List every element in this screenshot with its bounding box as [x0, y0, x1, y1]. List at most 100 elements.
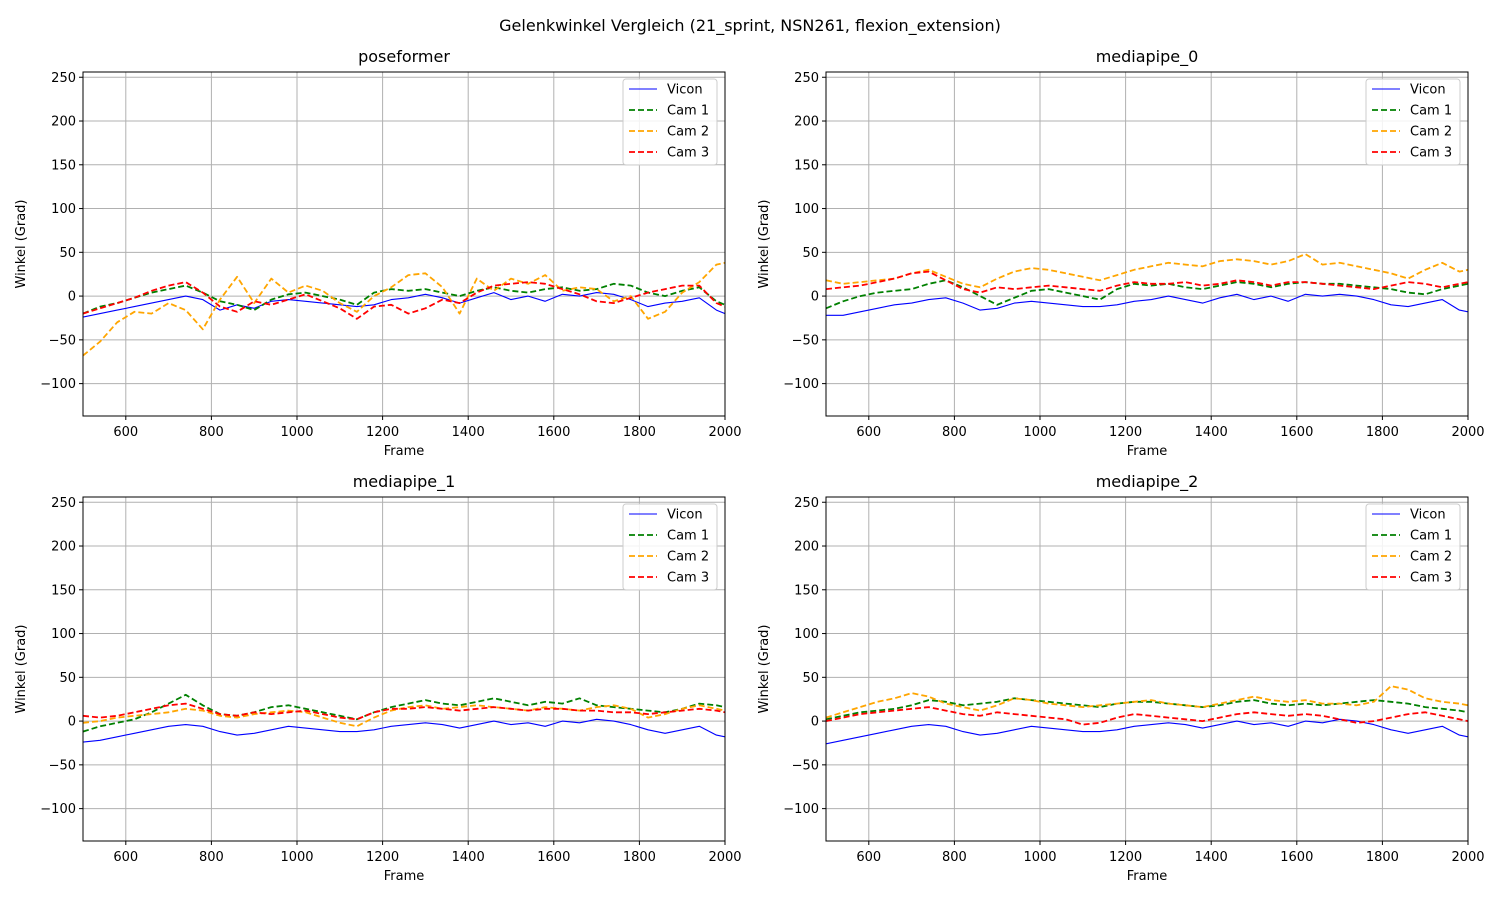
- x-tick-label: 1800: [1366, 850, 1399, 865]
- y-tick-label: 200: [51, 115, 76, 130]
- x-tick-label: 2000: [1451, 425, 1484, 440]
- series-line-cam-3: [83, 281, 725, 320]
- y-tick-label: 100: [51, 627, 76, 642]
- subplot-mediapipe_1: mediapipe_1600 800 1000 1200 1400 1600 1800 200…: [14, 472, 742, 884]
- y-tick-label: 150: [51, 158, 76, 173]
- axes-frame: [82, 496, 726, 842]
- x-tick-label: 1000: [280, 850, 313, 865]
- x-tick-label: 1600: [537, 425, 570, 440]
- y-tick-label: −50: [792, 758, 819, 773]
- y-tick-label: 250: [794, 496, 819, 511]
- y-tick-label: 50: [59, 246, 76, 261]
- x-tick-label: 1600: [1280, 850, 1313, 865]
- y-tick-label: 0: [811, 715, 819, 730]
- series-line-cam-2: [826, 685, 1468, 719]
- y-tick-label: −100: [783, 802, 819, 817]
- y-tick-label: −100: [40, 377, 76, 392]
- y-axis-label: Winkel (Grad): [14, 624, 29, 713]
- series-line-cam-1: [826, 279, 1468, 310]
- legend-entry: Cam 3: [1410, 146, 1452, 161]
- figure-title: Gelenkwinkel Vergleich (21_sprint, NSN26…: [499, 16, 1001, 36]
- legend-entry: Cam 3: [667, 571, 709, 586]
- y-tick-label: −50: [49, 758, 76, 773]
- series-line-cam-2: [826, 253, 1468, 289]
- y-tick-label: 200: [794, 115, 819, 130]
- series-line-cam-1: [83, 282, 725, 315]
- series-line-cam-2: [83, 704, 725, 728]
- y-tick-label: 50: [802, 671, 819, 686]
- y-tick-label: 150: [794, 158, 819, 173]
- series-line-vicon: [826, 293, 1468, 316]
- axes-frame: [825, 71, 1469, 417]
- legend-entry: Cam 2: [667, 550, 709, 565]
- x-tick-label: 800: [199, 425, 224, 440]
- legend-entry: Cam 1: [667, 529, 709, 544]
- x-tick-label: 1000: [1023, 425, 1056, 440]
- y-tick-label: 100: [794, 202, 819, 217]
- y-tick-label: 50: [59, 671, 76, 686]
- legend: Vicon Cam 1 Cam 2 Cam 3: [622, 503, 718, 591]
- y-tick-label: 200: [51, 540, 76, 555]
- x-tick-label: 1200: [1109, 425, 1142, 440]
- x-tick-label: 1400: [452, 850, 485, 865]
- subplot-title: poseformer: [358, 47, 450, 66]
- x-axis-label: Frame: [1127, 444, 1168, 459]
- x-tick-label: 1200: [1109, 850, 1142, 865]
- x-tick-label: 1400: [452, 425, 485, 440]
- series-line-cam-1: [83, 693, 725, 733]
- series-line-cam-1: [826, 697, 1468, 721]
- x-axis-label: Frame: [384, 869, 425, 884]
- legend-box: [1365, 78, 1461, 166]
- legend-box: [622, 503, 718, 591]
- subplot-title: mediapipe_2: [1096, 472, 1199, 492]
- legend-box: [1365, 503, 1461, 591]
- subplot-title: mediapipe_1: [353, 472, 456, 492]
- series-group: [83, 261, 725, 357]
- x-tick-label: 800: [942, 425, 967, 440]
- x-tick-label: 1200: [366, 425, 399, 440]
- subplot-title: mediapipe_0: [1096, 47, 1199, 67]
- legend-entry: Cam 1: [667, 104, 709, 119]
- y-tick-label: 100: [794, 627, 819, 642]
- x-tick-label: 600: [856, 425, 881, 440]
- y-tick-label: 150: [794, 583, 819, 598]
- axes-frame: [825, 496, 1469, 842]
- x-tick-label: 1800: [623, 850, 656, 865]
- legend-entry: Cam 2: [667, 125, 709, 140]
- x-tick-label: 600: [856, 850, 881, 865]
- x-tick-label: 600: [113, 425, 138, 440]
- legend-entry: Vicon: [1410, 508, 1446, 523]
- legend-entry: Vicon: [667, 83, 703, 98]
- x-tick-label: 1600: [1280, 425, 1313, 440]
- x-tick-label: 1400: [1195, 425, 1228, 440]
- y-tick-label: 200: [794, 540, 819, 555]
- legend-entry: Cam 3: [667, 146, 709, 161]
- series-group: [83, 693, 725, 743]
- x-tick-label: 1600: [537, 850, 570, 865]
- y-axis-label: Winkel (Grad): [14, 199, 29, 288]
- x-tick-label: 2000: [708, 850, 741, 865]
- x-tick-label: 1000: [280, 425, 313, 440]
- series-group: [826, 253, 1468, 316]
- legend: Vicon Cam 1 Cam 2 Cam 3: [1365, 503, 1461, 591]
- legend-entry: Cam 2: [1410, 125, 1452, 140]
- series-line-vicon: [83, 718, 725, 743]
- y-tick-label: 0: [811, 290, 819, 305]
- legend-entry: Cam 1: [1410, 104, 1452, 119]
- legend-box: [622, 78, 718, 166]
- y-tick-label: 150: [51, 583, 76, 598]
- series-group: [826, 685, 1468, 745]
- y-tick-label: 0: [68, 290, 76, 305]
- legend-entry: Vicon: [667, 508, 703, 523]
- x-tick-label: 2000: [708, 425, 741, 440]
- series-line-cam-3: [826, 706, 1468, 726]
- axes-frame: [82, 71, 726, 417]
- y-axis-label: Winkel (Grad): [757, 624, 772, 713]
- series-line-cam-2: [83, 261, 725, 357]
